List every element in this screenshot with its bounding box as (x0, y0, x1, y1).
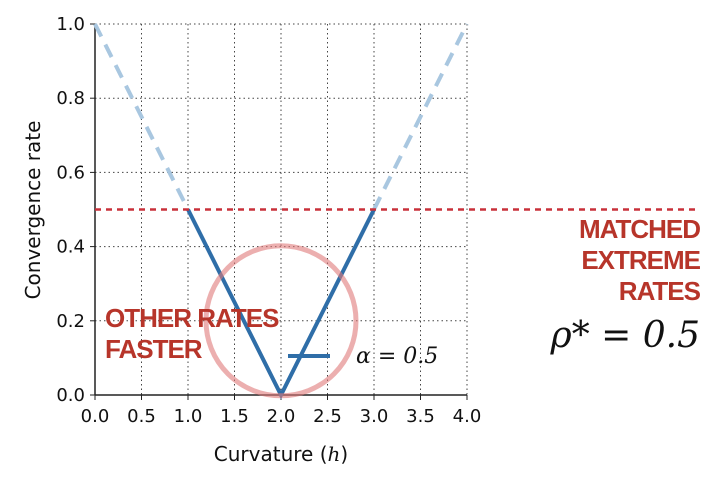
annotation-matched-line-2: RATES (619, 276, 701, 306)
x-tick-label-6: 3.0 (360, 406, 389, 427)
x-tick-label-3: 1.5 (220, 406, 249, 427)
legend-label: α = 0.5 (356, 344, 438, 369)
y-axis-label: Convergence rate (21, 121, 45, 300)
y-tick-label-0: 0.0 (56, 385, 85, 406)
x-tick-label-2: 1.0 (174, 406, 203, 427)
annotation-matched-line-1: EXTREME (581, 245, 700, 275)
x-ticks: 0.0 0.5 1.0 1.5 2.0 2.5 3.0 3.5 4.0 (81, 395, 482, 427)
x-tick-label-7: 3.5 (406, 406, 435, 427)
x-tick-label-8: 4.0 (453, 406, 482, 427)
x-tick-label-4: 2.0 (267, 406, 296, 427)
series-line-2 (372, 23, 469, 211)
y-tick-label-5: 1.0 (56, 14, 85, 35)
x-tick-label-5: 2.5 (313, 406, 342, 427)
y-ticks: 0.0 0.2 0.4 0.6 0.8 1.0 (56, 14, 95, 406)
annotation-other-rates-line-0: OTHER RATES (105, 303, 279, 333)
highlight-circle-ring (203, 243, 359, 399)
y-tick-label-1: 0.2 (56, 311, 85, 332)
y-tick-label-4: 0.8 (56, 88, 85, 109)
y-tick-label-3: 0.6 (56, 162, 85, 183)
annotation-matched-line-0: MATCHED (579, 214, 700, 244)
series-line-1 (93, 23, 190, 211)
annotation-rho: ρ* = 0.5 (550, 315, 700, 356)
x-axis-label: Curvature (h) (214, 442, 348, 466)
highlight-circle (203, 243, 359, 399)
x-tick-label-0: 0.0 (81, 406, 110, 427)
y-tick-label-2: 0.4 (56, 237, 85, 258)
x-tick-label-1: 0.5 (127, 406, 156, 427)
legend: α = 0.5 (288, 344, 438, 369)
annotation-other-rates-line-1: FASTER (105, 334, 203, 364)
